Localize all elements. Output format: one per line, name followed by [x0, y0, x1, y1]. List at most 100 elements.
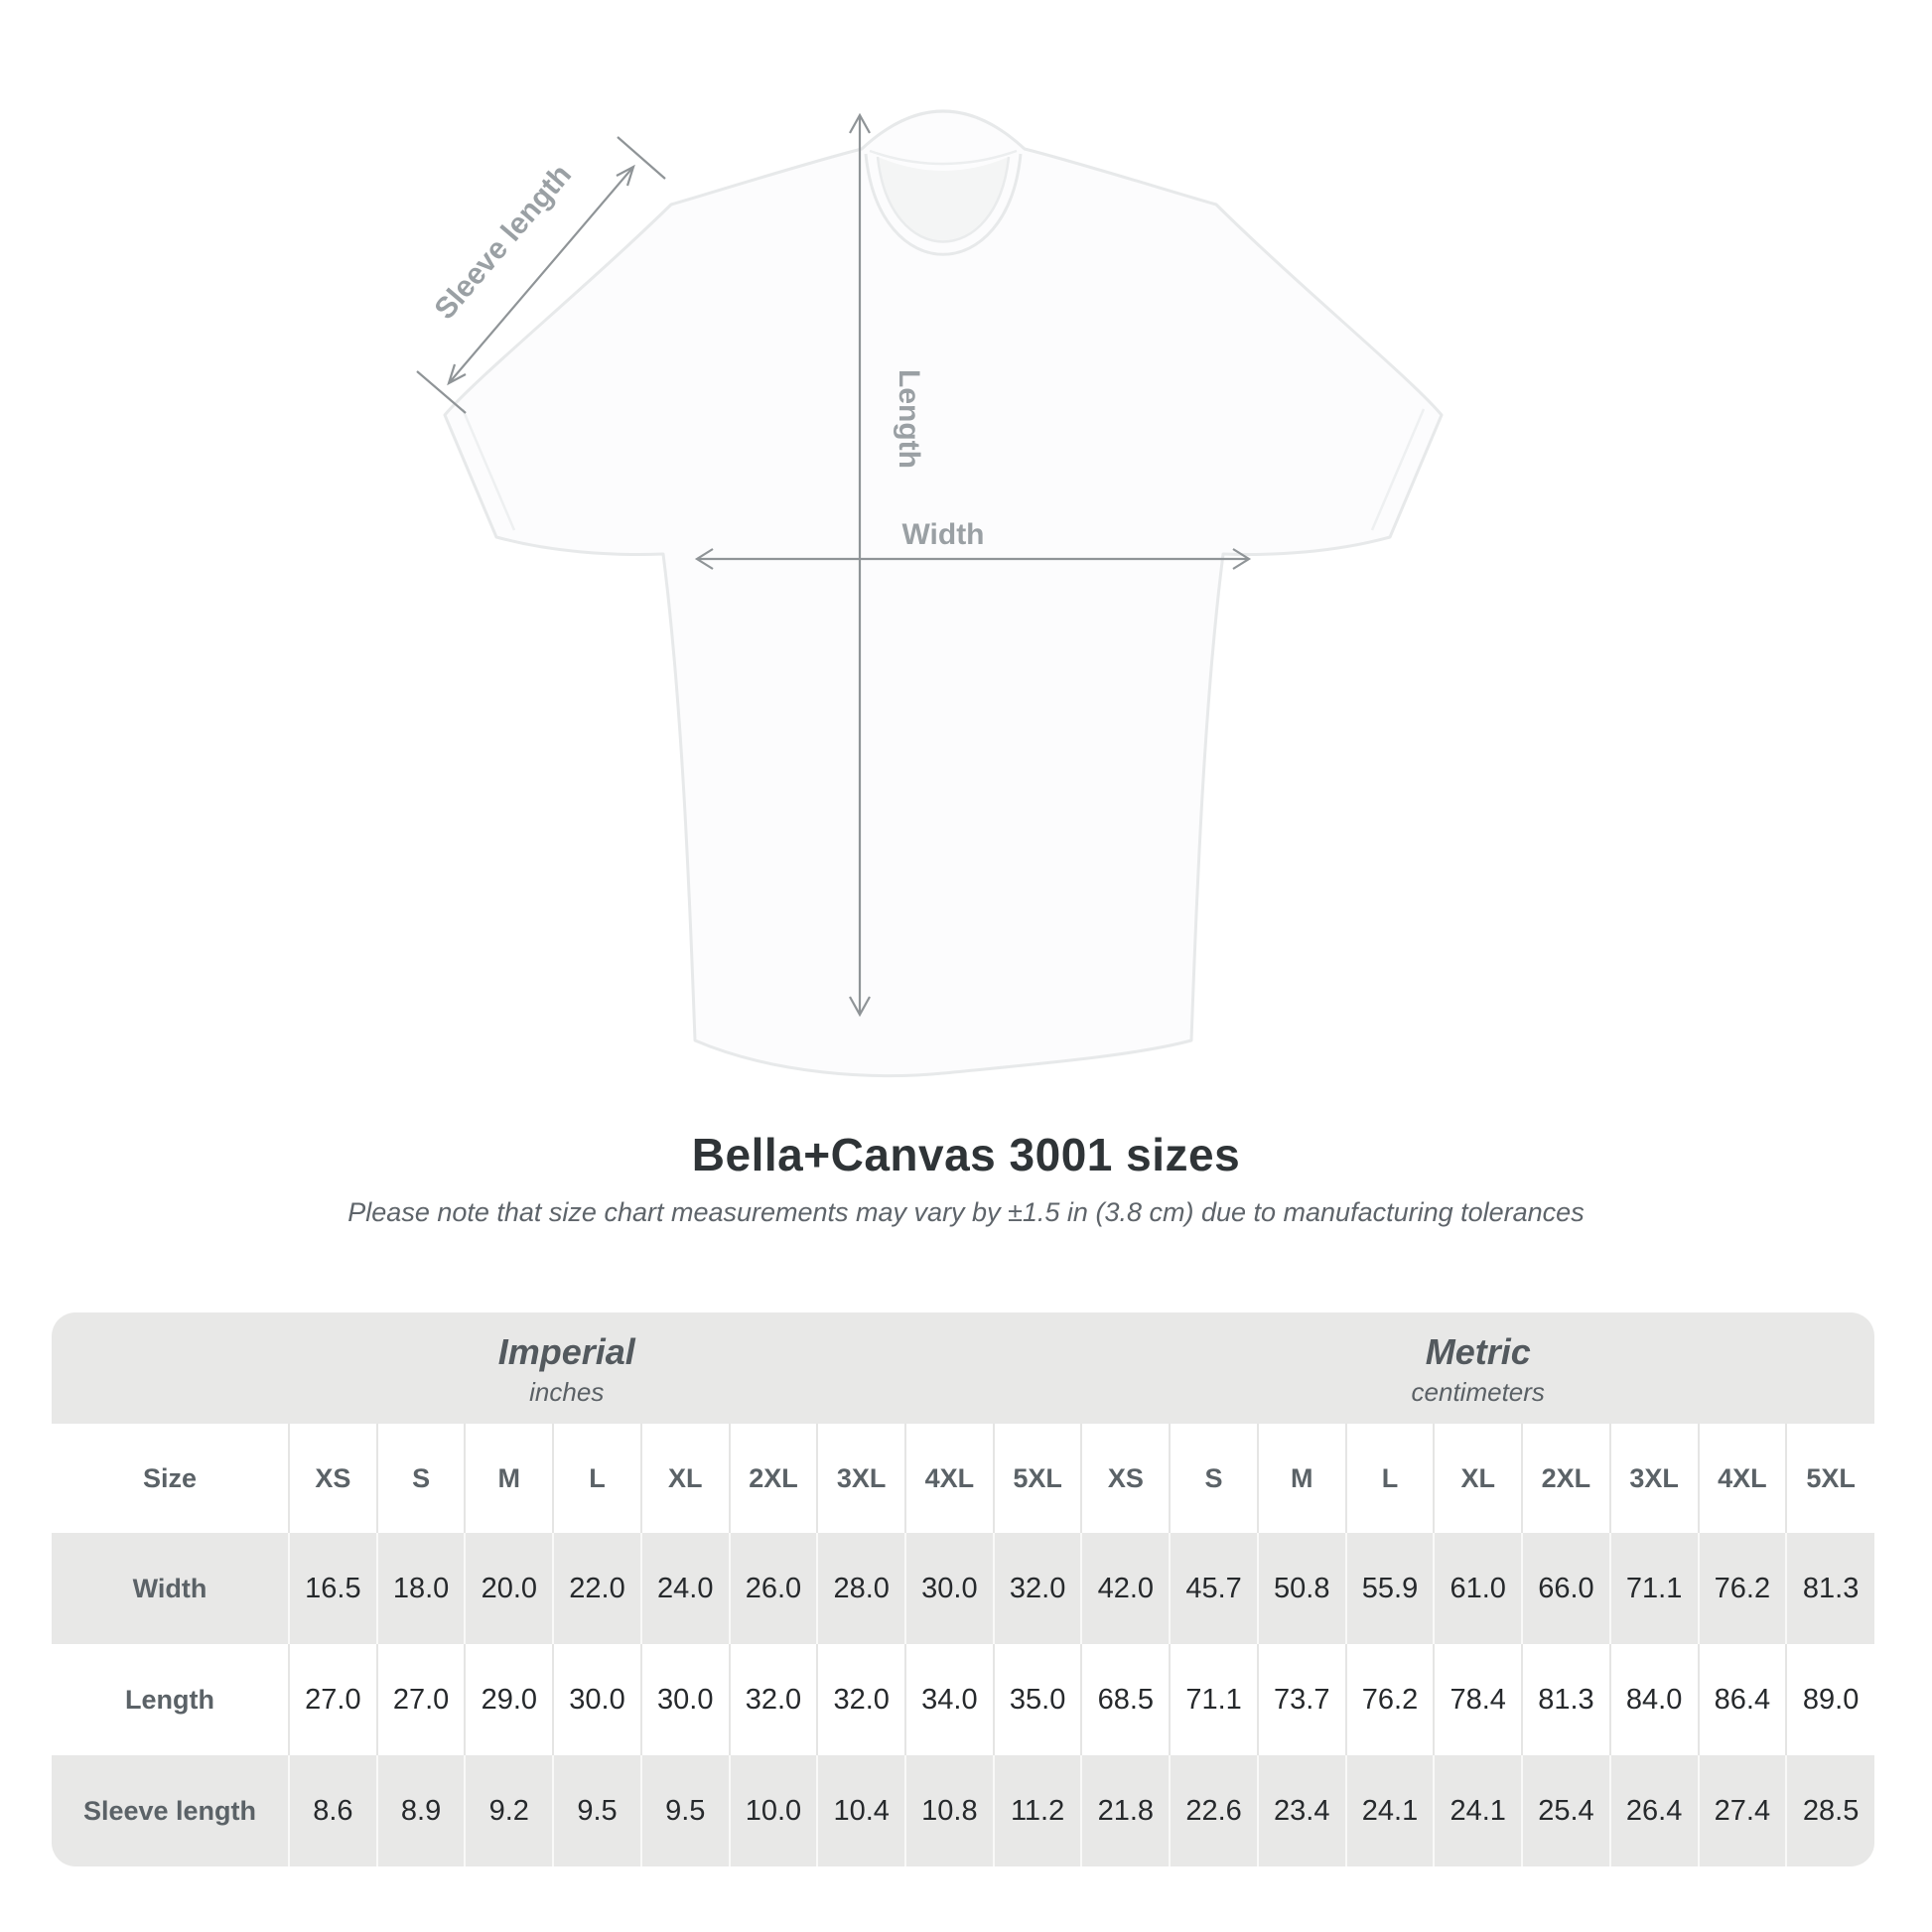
- length-arrow: [849, 112, 871, 1018]
- page-title: Bella+Canvas 3001 sizes: [691, 1129, 1241, 1180]
- size-header-row: Size XS S M L XL 2XL 3XL 4XL 5XL XS S M L XL 2XL 3XL 4XL…: [52, 1424, 1874, 1533]
- size-value-cell: 26.4: [1608, 1755, 1699, 1866]
- right-cuff-seam: [1370, 408, 1426, 531]
- size-value-cell: 16.5: [288, 1533, 377, 1644]
- size-value-cell: 10.4: [816, 1755, 906, 1866]
- row-label: Length: [52, 1644, 289, 1755]
- size-value-cell: 71.1: [1608, 1533, 1699, 1644]
- size-column-header: 4XL: [1697, 1424, 1787, 1533]
- tshirt-graphic: [443, 109, 1444, 1078]
- metric-unit: centimeters: [1411, 1377, 1545, 1407]
- size-value-cell: 34.0: [904, 1644, 994, 1755]
- size-value-cell: 25.4: [1521, 1755, 1610, 1866]
- size-value-cell: 8.6: [288, 1755, 377, 1866]
- size-value-cell: 55.9: [1344, 1533, 1435, 1644]
- measurement-row: Length 27.0 27.0 29.0 30.0 30.0 32.0 32.0 34.0 35…: [52, 1644, 1874, 1755]
- tolerance-note: Please note that size chart measurements…: [347, 1197, 1585, 1227]
- size-value-cell: 81.3: [1521, 1644, 1610, 1755]
- size-value-cell: 24.0: [639, 1533, 730, 1644]
- size-value-cell: 24.1: [1433, 1755, 1523, 1866]
- size-value-cell: 50.8: [1256, 1533, 1346, 1644]
- measurement-row: Sleeve length 8.6 8.9 9.2 9.5 9.5 10.0 10.4 10.8…: [52, 1755, 1874, 1866]
- tshirt-diagram: Sleeve length Length Width: [416, 109, 1444, 1078]
- imperial-group-header: Imperial inches: [52, 1312, 1082, 1424]
- metric-group-header: Metric centimeters: [1081, 1312, 1874, 1424]
- imperial-unit: inches: [529, 1377, 605, 1407]
- unit-group-row: Imperial inches Metric centimeters: [52, 1312, 1874, 1424]
- size-value-cell: 32.0: [728, 1644, 818, 1755]
- size-value-cell: 61.0: [1433, 1533, 1523, 1644]
- metric-label: Metric: [1425, 1331, 1531, 1372]
- size-value-cell: 30.0: [904, 1533, 994, 1644]
- size-value-cell: 9.2: [464, 1755, 554, 1866]
- size-corner-header: Size: [52, 1424, 289, 1533]
- size-value-cell: 32.0: [992, 1533, 1082, 1644]
- size-column-header: 2XL: [1521, 1424, 1610, 1533]
- sleeve-length-label: Sleeve length: [428, 159, 578, 326]
- size-value-cell: 22.0: [552, 1533, 641, 1644]
- size-value-cell: 42.0: [1080, 1533, 1171, 1644]
- size-column-header: 5XL: [1785, 1424, 1874, 1533]
- size-value-cell: 11.2: [992, 1755, 1082, 1866]
- size-value-cell: 22.6: [1169, 1755, 1258, 1866]
- size-column-header: XL: [639, 1424, 730, 1533]
- size-column-header: XS: [288, 1424, 377, 1533]
- size-value-cell: 30.0: [552, 1644, 641, 1755]
- size-value-cell: 68.5: [1080, 1644, 1171, 1755]
- size-column-header: 3XL: [816, 1424, 906, 1533]
- size-value-cell: 76.2: [1344, 1644, 1435, 1755]
- size-column-header: XL: [1433, 1424, 1523, 1533]
- size-column-header: S: [375, 1424, 466, 1533]
- length-label: Length: [893, 369, 925, 469]
- size-column-header: 4XL: [904, 1424, 994, 1533]
- size-column-header: 2XL: [728, 1424, 818, 1533]
- size-column-header: L: [552, 1424, 641, 1533]
- size-value-cell: 28.0: [816, 1533, 906, 1644]
- size-column-header: 3XL: [1608, 1424, 1699, 1533]
- size-value-cell: 45.7: [1169, 1533, 1258, 1644]
- size-value-cell: 10.0: [728, 1755, 818, 1866]
- size-value-cell: 81.3: [1785, 1533, 1874, 1644]
- size-value-cell: 32.0: [816, 1644, 906, 1755]
- size-value-cell: 26.0: [728, 1533, 818, 1644]
- size-value-cell: 66.0: [1521, 1533, 1610, 1644]
- size-value-cell: 28.5: [1785, 1755, 1874, 1866]
- size-column-header: XS: [1080, 1424, 1171, 1533]
- size-value-cell: 9.5: [552, 1755, 641, 1866]
- size-value-cell: 89.0: [1785, 1644, 1874, 1755]
- size-value-cell: 27.0: [288, 1644, 377, 1755]
- back-collar-seam: [869, 149, 1018, 166]
- size-value-cell: 8.9: [375, 1755, 466, 1866]
- size-column-header: S: [1169, 1424, 1258, 1533]
- size-value-cell: 78.4: [1433, 1644, 1523, 1755]
- size-value-cell: 9.5: [639, 1755, 730, 1866]
- width-arrow: [694, 548, 1252, 570]
- size-table-grid: Imperial inches Metric centimeters Size …: [52, 1312, 1874, 1866]
- left-cuff-seam: [461, 408, 516, 531]
- collar-outer-seam: [864, 153, 1023, 256]
- size-value-cell: 27.0: [375, 1644, 466, 1755]
- imperial-label: Imperial: [497, 1331, 635, 1372]
- size-value-cell: 30.0: [639, 1644, 730, 1755]
- size-value-cell: 71.1: [1169, 1644, 1258, 1755]
- size-value-cell: 76.2: [1697, 1533, 1787, 1644]
- size-value-cell: 23.4: [1256, 1755, 1346, 1866]
- row-label: Sleeve length: [52, 1755, 289, 1866]
- size-value-cell: 10.8: [904, 1755, 994, 1866]
- size-value-cell: 84.0: [1608, 1644, 1699, 1755]
- size-value-cell: 86.4: [1697, 1644, 1787, 1755]
- size-value-cell: 35.0: [992, 1644, 1082, 1755]
- collar-inner-seam: [876, 156, 1011, 243]
- size-column-header: M: [1256, 1424, 1346, 1533]
- size-table: Imperial inches Metric centimeters Size …: [52, 1312, 1874, 1866]
- size-value-cell: 27.4: [1697, 1755, 1787, 1866]
- size-value-cell: 18.0: [375, 1533, 466, 1644]
- size-column-header: 5XL: [992, 1424, 1082, 1533]
- size-column-header: L: [1344, 1424, 1435, 1533]
- size-value-cell: 24.1: [1344, 1755, 1435, 1866]
- width-label: Width: [901, 518, 984, 551]
- sleeve-length-arrow: [416, 136, 666, 414]
- size-column-header: M: [464, 1424, 554, 1533]
- row-label: Width: [52, 1533, 289, 1644]
